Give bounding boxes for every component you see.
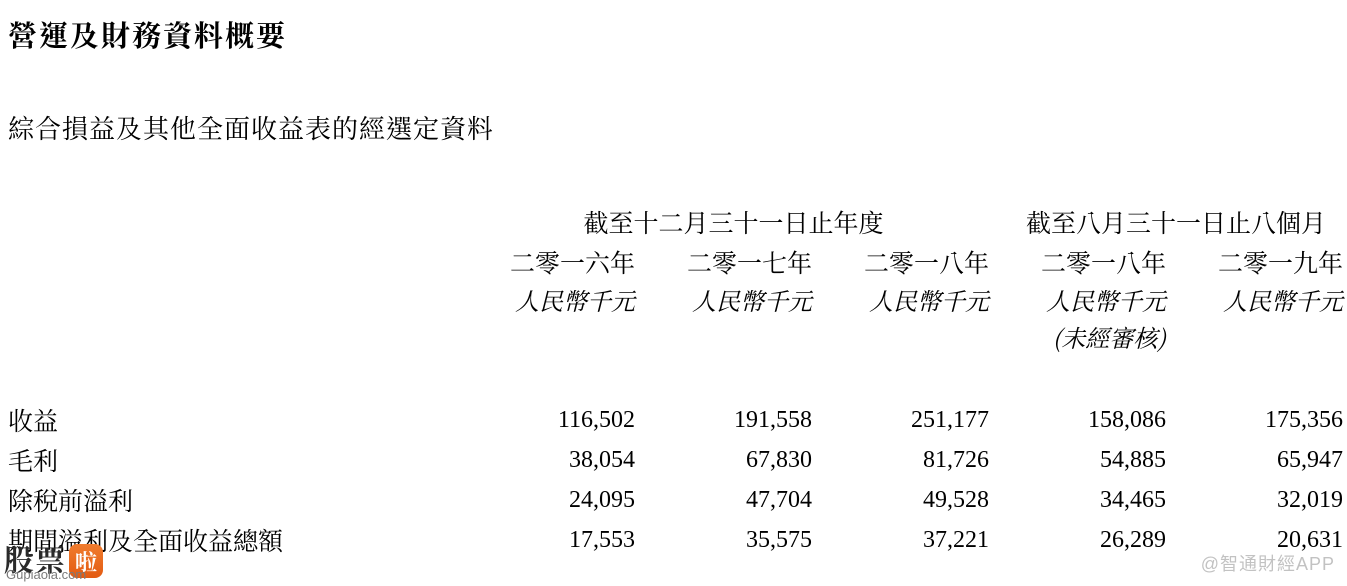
row-label: 收益 <box>8 400 468 440</box>
unit-col-4: 人民幣千元 <box>999 282 1176 319</box>
row-value: 191,558 <box>645 400 822 440</box>
row-value: 24,095 <box>468 480 645 520</box>
row-value: 175,356 <box>1176 400 1347 440</box>
row-value: 251,177 <box>822 400 999 440</box>
watermark-logo: 股票 啦 Gupiaola.com <box>4 536 104 580</box>
table-note-row: (未經審核) <box>8 319 1347 354</box>
year-col-5: 二零一九年 <box>1176 244 1347 282</box>
year-col-4: 二零一八年 <box>999 244 1176 282</box>
row-value: 35,575 <box>645 520 822 560</box>
row-value: 49,528 <box>822 480 999 520</box>
year-col-1: 二零一六年 <box>468 244 645 282</box>
row-value: 34,465 <box>999 480 1176 520</box>
row-label: 毛利 <box>8 440 468 480</box>
financial-table: 截至十二月三十一日止年度 截至八月三十一日止八個月 二零一六年 二零一七年 二零… <box>8 204 1347 560</box>
row-value: 38,054 <box>468 440 645 480</box>
table-row: 毛利 38,054 67,830 81,726 54,885 65,947 <box>8 440 1347 480</box>
page-title: 營運及財務資料概要 <box>8 14 1339 55</box>
unaudited-note: (未經審核) <box>999 319 1176 354</box>
watermark-domain: Gupiaola.com <box>6 567 86 582</box>
group-header-1: 截至十二月三十一日止年度 <box>468 204 999 244</box>
row-value: 116,502 <box>468 400 645 440</box>
unit-col-3: 人民幣千元 <box>822 282 999 319</box>
table-row: 收益 116,502 191,558 251,177 158,086 175,3… <box>8 400 1347 440</box>
group-header-2: 截至八月三十一日止八個月 <box>999 204 1347 244</box>
row-value: 37,221 <box>822 520 999 560</box>
unit-col-1: 人民幣千元 <box>468 282 645 319</box>
row-value: 158,086 <box>999 400 1176 440</box>
row-value: 17,553 <box>468 520 645 560</box>
row-value: 65,947 <box>1176 440 1347 480</box>
year-col-2: 二零一七年 <box>645 244 822 282</box>
unit-col-5: 人民幣千元 <box>1176 282 1347 319</box>
section-subtitle: 綜合損益及其他全面收益表的經選定資料 <box>8 109 1339 146</box>
table-unit-row: 人民幣千元 人民幣千元 人民幣千元 人民幣千元 人民幣千元 <box>8 282 1347 319</box>
row-value: 26,289 <box>999 520 1176 560</box>
row-label: 除稅前溢利 <box>8 480 468 520</box>
table-row: 除稅前溢利 24,095 47,704 49,528 34,465 32,019 <box>8 480 1347 520</box>
row-value: 47,704 <box>645 480 822 520</box>
row-value: 67,830 <box>645 440 822 480</box>
table-group-header-row: 截至十二月三十一日止年度 截至八月三十一日止八個月 <box>8 204 1347 244</box>
table-year-row: 二零一六年 二零一七年 二零一八年 二零一八年 二零一九年 <box>8 244 1347 282</box>
year-col-3: 二零一八年 <box>822 244 999 282</box>
row-value: 32,019 <box>1176 480 1347 520</box>
table-row: 期間溢利及全面收益總額 17,553 35,575 37,221 26,289 … <box>8 520 1347 560</box>
row-value: 81,726 <box>822 440 999 480</box>
unit-col-2: 人民幣千元 <box>645 282 822 319</box>
watermark-right: @智通財經APP <box>1201 550 1335 576</box>
row-value: 54,885 <box>999 440 1176 480</box>
